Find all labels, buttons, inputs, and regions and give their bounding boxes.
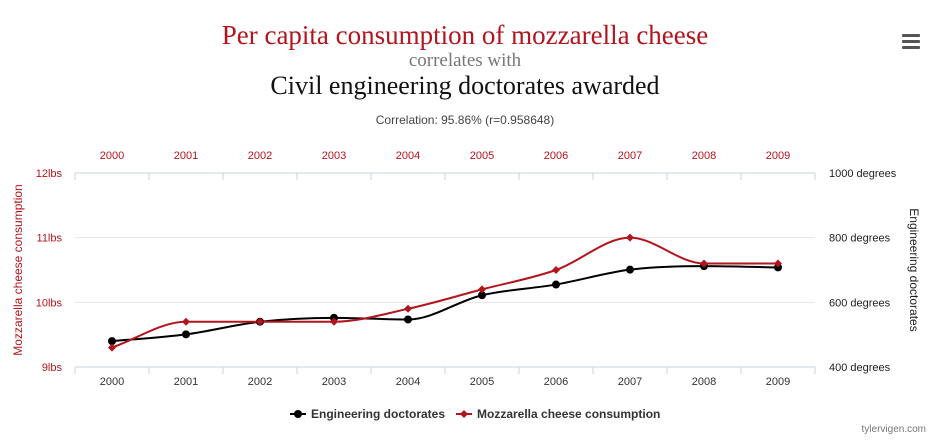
top-x-tick-label: 2008	[692, 150, 716, 162]
top-x-tick-label: 2005	[470, 150, 494, 162]
series-lines	[111, 236, 779, 349]
left-y-tick-label: 11lbs	[37, 233, 63, 245]
engineering-doctorates-line	[111, 265, 779, 343]
engineering-doctorates-point	[404, 315, 412, 324]
mozzarella-cheese-consumption-line	[111, 236, 778, 349]
mozzarella-cheese-consumption-point	[478, 285, 486, 294]
top-x-tick-label: 2000	[100, 150, 124, 162]
bottom-x-tick-label: 2002	[248, 376, 272, 388]
correlation-subtitle: Correlation: 95.86% (r=0.958648)	[375, 113, 555, 127]
mozzarella-cheese-consumption-point	[108, 343, 116, 352]
right-y-tick-label: 1000 degrees	[829, 168, 897, 180]
bottom-x-tick-label: 2001	[174, 376, 198, 388]
chart-title-connector: correlates with	[408, 50, 522, 71]
credit-text[interactable]: tylervigen.com	[861, 424, 926, 435]
top-x-tick-label: 2009	[766, 150, 790, 162]
mozzarella-cheese-consumption-point	[404, 304, 412, 313]
left-y-tick-label: 12lbs	[36, 168, 63, 180]
top-x-tick-label: 2007	[618, 150, 642, 162]
right-axis-title: Engineering doctorates	[907, 208, 921, 331]
legend[interactable]: Engineering doctorates Mozzarella cheese …	[290, 407, 660, 421]
legend-label: Mozzarella cheese consumption	[477, 407, 660, 421]
right-y-tick-label: 800 degrees	[829, 233, 891, 245]
mozzarella-cheese-consumption-point	[256, 317, 264, 326]
right-y-tick-label: 600 degrees	[829, 297, 891, 309]
menu-bar	[902, 40, 920, 43]
bottom-x-tick-label: 2006	[544, 376, 568, 388]
top-x-tick-label: 2001	[174, 150, 198, 162]
legend-swatch-marker	[460, 410, 468, 418]
mozzarella-cheese-consumption-point	[182, 317, 190, 326]
engineering-doctorates-point	[108, 337, 116, 346]
mozzarella-cheese-consumption-point	[626, 233, 634, 242]
chart-title-secondary: Civil engineering doctorates awarded	[270, 71, 660, 100]
bottom-x-tick-label: 2000	[100, 376, 124, 388]
series-markers	[108, 233, 782, 352]
left-y-tick-label: 10lbs	[36, 297, 63, 309]
mozzarella-cheese-consumption-point	[330, 317, 338, 326]
chart-title-primary: Per capita consumption of mozzarella che…	[221, 20, 709, 50]
bottom-x-tick-label: 2008	[692, 376, 716, 388]
hamburger-menu-icon[interactable]	[902, 34, 920, 50]
legend-swatch-marker	[294, 410, 302, 418]
bottom-x-tick-label: 2009	[766, 376, 790, 388]
bottom-x-tick-label: 2007	[618, 376, 642, 388]
top-x-tick-label: 2002	[248, 150, 272, 162]
bottom-x-tick-label: 2004	[396, 376, 420, 388]
top-x-tick-label: 2004	[396, 150, 420, 162]
engineering-doctorates-point	[478, 291, 486, 300]
legend-label: Engineering doctorates	[311, 407, 445, 421]
left-y-tick-label: 9lbs	[42, 362, 63, 374]
left-axis-title: Mozzarella cheese consumption	[11, 184, 25, 355]
top-x-tick-label: 2006	[544, 150, 568, 162]
bottom-x-tick-label: 2003	[322, 376, 346, 388]
right-y-tick-label: 400 degrees	[829, 362, 891, 374]
axes: 2000 2000 2001 2001 2002 2002 2003 2003 2004 2004…	[11, 150, 921, 388]
mozzarella-cheese-consumption-point	[552, 266, 560, 274]
menu-bar	[902, 34, 920, 37]
bottom-x-tick-label: 2005	[470, 376, 494, 388]
mozzarella-cheese-consumption-point	[774, 259, 782, 268]
top-x-tick-label: 2003	[322, 150, 346, 162]
engineering-doctorates-point	[182, 330, 190, 339]
engineering-doctorates-point	[626, 265, 634, 274]
engineering-doctorates-point	[552, 280, 560, 289]
menu-bar	[902, 46, 920, 49]
mozzarella-cheese-consumption-point	[700, 259, 708, 268]
